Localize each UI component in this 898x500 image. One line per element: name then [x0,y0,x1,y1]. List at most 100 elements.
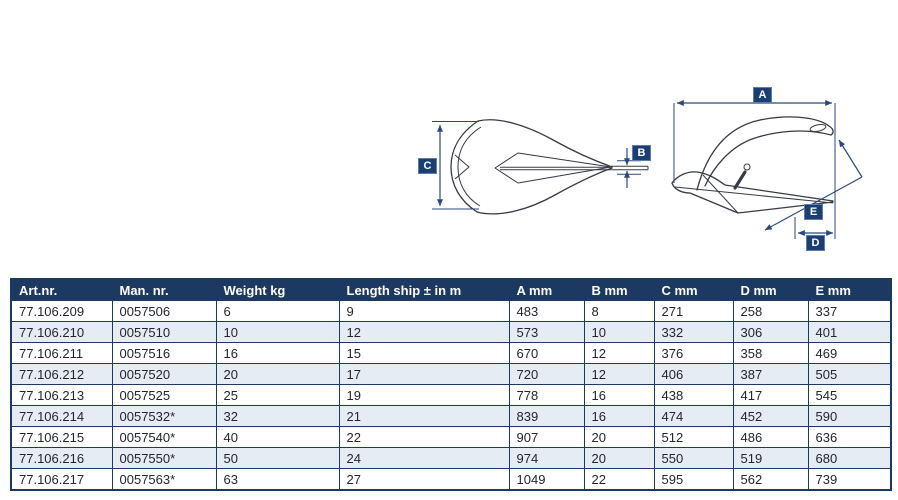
table-cell: 77.106.209 [10,300,113,322]
table-cell: 417 [732,384,809,406]
table-cell: 0057540* [111,426,217,448]
table-cell: 839 [508,405,585,427]
table-cell: 12 [338,321,510,343]
table-cell: 545 [807,384,892,406]
table-cell: 77.106.210 [10,321,113,343]
table-cell: 974 [508,447,585,469]
table-cell: 0057525 [111,384,217,406]
table-cell: 720 [508,363,585,385]
table-cell: 17 [338,363,510,385]
table-cell: 486 [732,426,809,448]
spec-table: Art.nr. Man. nr. Weight kg Length ship ± in… [10,278,892,491]
anchor-side-view-drawing [671,100,863,239]
anchor-front-view-drawing [432,119,649,215]
table-cell: 1049 [508,468,585,491]
table-cell: 452 [732,405,809,427]
dim-label-e: E [804,204,823,220]
table-cell: 670 [508,342,585,364]
column-header: Art.nr. [10,278,113,301]
table-cell: 0057520 [111,363,217,385]
table-row: 77.106.216 0057550* 50 24 974 20 550 519 680 [10,447,892,469]
table-cell: 739 [807,468,892,491]
column-header: Weight kg [215,278,340,301]
table-cell: 10 [215,321,340,343]
table-cell: 483 [508,300,585,322]
table-cell: 562 [732,468,809,491]
table-cell: 21 [338,405,510,427]
table-cell: 20 [583,447,655,469]
table-cell: 40 [215,426,340,448]
table-cell: 77.106.217 [10,468,113,491]
column-header: B mm [583,278,655,301]
table-row: 77.106.211 0057516 16 15 670 12 376 358 469 [10,342,892,364]
dim-label-b: B [632,145,651,161]
table-cell: 512 [653,426,734,448]
table-cell: 32 [215,405,340,427]
column-header: A mm [508,278,585,301]
table-cell: 505 [807,363,892,385]
table-cell: 469 [807,342,892,364]
table-cell: 680 [807,447,892,469]
table-cell: 258 [732,300,809,322]
table-cell: 590 [807,405,892,427]
table-cell: 401 [807,321,892,343]
table-cell: 50 [215,447,340,469]
table-cell: 337 [807,300,892,322]
table-cell: 77.106.215 [10,426,113,448]
dim-label-c: C [418,158,437,174]
table-cell: 0057516 [111,342,217,364]
table-row: 77.106.217 0057563* 63 27 1049 22 595 562 739 [10,468,892,491]
table-cell: 573 [508,321,585,343]
table-cell: 306 [732,321,809,343]
table-row: 77.106.214 0057532* 32 21 839 16 474 452 590 [10,405,892,427]
table-cell: 6 [215,300,340,322]
table-cell: 595 [653,468,734,491]
table-cell: 77.106.213 [10,384,113,406]
table-cell: 77.106.212 [10,363,113,385]
column-header: Length ship ± in m [338,278,510,301]
table-cell: 77.106.214 [10,405,113,427]
table-cell: 474 [653,405,734,427]
table-cell: 16 [583,384,655,406]
table-cell: 15 [338,342,510,364]
table-cell: 907 [508,426,585,448]
table-cell: 22 [338,426,510,448]
table-cell: 25 [215,384,340,406]
table-row: 77.106.209 0057506 6 9 483 8 271 258 337 [10,300,892,322]
table-cell: 636 [807,426,892,448]
column-header: E mm [807,278,892,301]
table-cell: 0057532* [111,405,217,427]
dim-label-d: D [806,235,825,251]
table-cell: 12 [583,342,655,364]
table-cell: 0057510 [111,321,217,343]
table-row: 77.106.210 0057510 10 12 573 10 332 306 401 [10,321,892,343]
column-header: D mm [732,278,809,301]
header-row: Art.nr. Man. nr. Weight kg Length ship ± in… [10,278,892,301]
table-cell: 20 [215,363,340,385]
table-cell: 376 [653,342,734,364]
table-cell: 24 [338,447,510,469]
table-row: 77.106.215 0057540* 40 22 907 20 512 486 636 [10,426,892,448]
column-header: C mm [653,278,734,301]
table-cell: 12 [583,363,655,385]
column-header: Man. nr. [111,278,217,301]
table-cell: 519 [732,447,809,469]
table-cell: 8 [583,300,655,322]
table-cell: 27 [338,468,510,491]
table-cell: 0057563* [111,468,217,491]
table-cell: 20 [583,426,655,448]
table-cell: 332 [653,321,734,343]
table-cell: 77.106.211 [10,342,113,364]
table-row: 77.106.213 0057525 25 19 778 16 438 417 545 [10,384,892,406]
table-cell: 271 [653,300,734,322]
table-cell: 10 [583,321,655,343]
table-cell: 406 [653,363,734,385]
table-cell: 9 [338,300,510,322]
table-row: 77.106.212 0057520 20 17 720 12 406 387 505 [10,363,892,385]
table-cell: 0057506 [111,300,217,322]
table-cell: 550 [653,447,734,469]
table-cell: 63 [215,468,340,491]
table-cell: 16 [583,405,655,427]
table-cell: 19 [338,384,510,406]
